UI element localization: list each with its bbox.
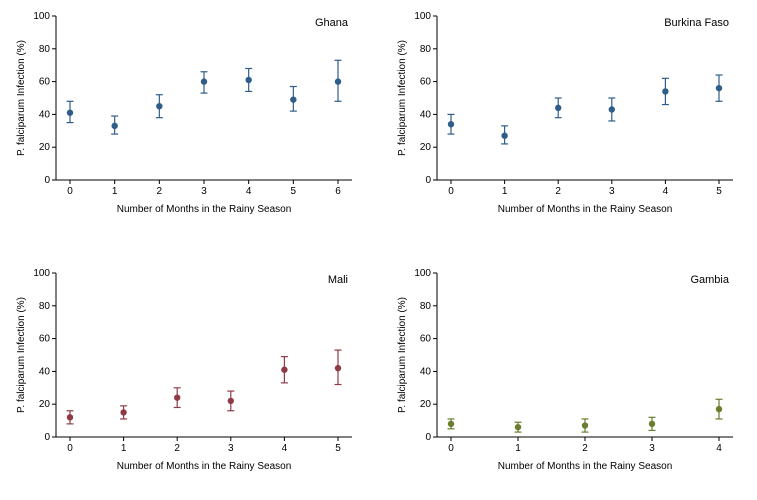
y-tick-label: 0 bbox=[425, 432, 431, 443]
panel-title: Burkina Faso bbox=[664, 17, 729, 29]
chart-svg: 0 20 40 60 80 100 0 1 2 3 4 5 P. falciparum Infectio… bbox=[12, 265, 362, 480]
y-axis-title: P. falciparum Infection (%) bbox=[397, 297, 408, 413]
data-point bbox=[335, 78, 341, 84]
data-point bbox=[662, 88, 668, 94]
data-point bbox=[174, 394, 180, 400]
chart-grid: 0204060801000123456P. falciparum Infecti… bbox=[0, 0, 757, 500]
panel-title: Ghana bbox=[315, 17, 349, 29]
x-tick-label: 5 bbox=[716, 186, 722, 197]
y-tick-label: 60 bbox=[419, 77, 431, 88]
y-tick-label: 40 bbox=[419, 366, 431, 377]
y-axis-title: P. falciparum Infection (%) bbox=[397, 40, 408, 156]
chart-svg: 0 20 40 60 80 100 0 1 2 3 4 5 6 P. falciparum Infecti… bbox=[12, 8, 362, 223]
y-tick-label: 100 bbox=[33, 268, 50, 279]
y-tick-label: 0 bbox=[425, 175, 431, 186]
x-tick-label: 4 bbox=[716, 443, 722, 454]
x-axis-title: Number of Months in the Rainy Season bbox=[497, 204, 672, 215]
x-tick-label: 0 bbox=[67, 443, 73, 454]
panel-burkina-faso: 0 20 40 60 80 100 0 1 2 3 4 5 P. falciparum Infectio… bbox=[393, 8, 746, 235]
x-tick-label: 2 bbox=[157, 186, 163, 197]
panel-mali: 0 20 40 60 80 100 0 1 2 3 4 5 P. falciparum Infectio… bbox=[12, 265, 365, 492]
y-tick-label: 60 bbox=[39, 77, 51, 88]
x-axis-title: Number of Months in the Rainy Season bbox=[117, 204, 292, 215]
data-point bbox=[111, 123, 117, 129]
data-point bbox=[201, 78, 207, 84]
chart-svg: 0 20 40 60 80 100 0 1 2 3 4 5 P. falciparum Infectio… bbox=[393, 8, 743, 223]
data-point bbox=[715, 85, 721, 91]
data-point bbox=[120, 409, 126, 415]
x-axis-title: Number of Months in the Rainy Season bbox=[117, 461, 292, 472]
y-tick-label: 80 bbox=[39, 44, 51, 55]
x-tick-label: 4 bbox=[662, 186, 668, 197]
x-tick-label: 5 bbox=[291, 186, 297, 197]
data-point bbox=[715, 406, 721, 412]
y-tick-label: 80 bbox=[419, 44, 431, 55]
data-point bbox=[555, 105, 561, 111]
x-tick-label: 1 bbox=[112, 186, 118, 197]
y-tick-label: 20 bbox=[419, 399, 431, 410]
x-tick-label: 0 bbox=[67, 186, 73, 197]
x-tick-label: 3 bbox=[649, 443, 655, 454]
x-tick-label: 3 bbox=[609, 186, 615, 197]
panel-title: Mali bbox=[328, 274, 348, 286]
y-tick-label: 20 bbox=[39, 399, 51, 410]
x-tick-label: 1 bbox=[501, 186, 507, 197]
data-point bbox=[67, 414, 73, 420]
x-tick-label: 4 bbox=[282, 443, 288, 454]
data-point bbox=[501, 133, 507, 139]
chart-svg: 0 20 40 60 80 100 0 1 2 3 4 P. falciparum Infection… bbox=[393, 265, 743, 480]
panel-gambia: 0 20 40 60 80 100 0 1 2 3 4 P. falciparum Infection… bbox=[393, 265, 746, 492]
y-axis-title: P. falciparum Infection (%) bbox=[16, 297, 27, 413]
data-point bbox=[156, 103, 162, 109]
y-tick-label: 0 bbox=[44, 175, 50, 186]
x-tick-label: 0 bbox=[448, 443, 454, 454]
x-tick-label: 2 bbox=[582, 443, 588, 454]
data-point bbox=[245, 77, 251, 83]
x-tick-label: 5 bbox=[335, 443, 341, 454]
x-axis-title: Number of Months in the Rainy Season bbox=[497, 461, 672, 472]
data-point bbox=[447, 421, 453, 427]
data-point bbox=[447, 121, 453, 127]
y-tick-label: 0 bbox=[44, 432, 50, 443]
panel-ghana: 0 20 40 60 80 100 0 1 2 3 4 5 6 P. falciparum Infecti… bbox=[12, 8, 365, 235]
data-point bbox=[608, 106, 614, 112]
y-tick-label: 40 bbox=[419, 109, 431, 120]
x-tick-label: 0 bbox=[448, 186, 454, 197]
x-tick-label: 1 bbox=[121, 443, 127, 454]
panel-title: Gambia bbox=[690, 274, 729, 286]
y-tick-label: 100 bbox=[33, 11, 50, 22]
x-tick-label: 2 bbox=[174, 443, 180, 454]
x-tick-label: 3 bbox=[201, 186, 207, 197]
y-tick-label: 20 bbox=[419, 142, 431, 153]
data-point bbox=[514, 424, 520, 430]
x-tick-label: 4 bbox=[246, 186, 252, 197]
y-tick-label: 100 bbox=[414, 268, 431, 279]
data-point bbox=[335, 365, 341, 371]
x-tick-label: 1 bbox=[515, 443, 521, 454]
data-point bbox=[290, 96, 296, 102]
data-point bbox=[648, 421, 654, 427]
y-tick-label: 60 bbox=[39, 334, 51, 345]
x-tick-label: 2 bbox=[555, 186, 561, 197]
y-tick-label: 20 bbox=[39, 142, 51, 153]
data-point bbox=[67, 110, 73, 116]
y-tick-label: 40 bbox=[39, 366, 51, 377]
y-tick-label: 80 bbox=[419, 301, 431, 312]
y-tick-label: 40 bbox=[39, 109, 51, 120]
y-tick-label: 80 bbox=[39, 301, 51, 312]
x-tick-label: 3 bbox=[228, 443, 234, 454]
x-tick-label: 6 bbox=[335, 186, 341, 197]
data-point bbox=[581, 422, 587, 428]
data-point bbox=[281, 367, 287, 373]
y-axis-title: P. falciparum Infection (%) bbox=[16, 40, 27, 156]
y-tick-label: 100 bbox=[414, 11, 431, 22]
y-tick-label: 60 bbox=[419, 334, 431, 345]
data-point bbox=[228, 398, 234, 404]
